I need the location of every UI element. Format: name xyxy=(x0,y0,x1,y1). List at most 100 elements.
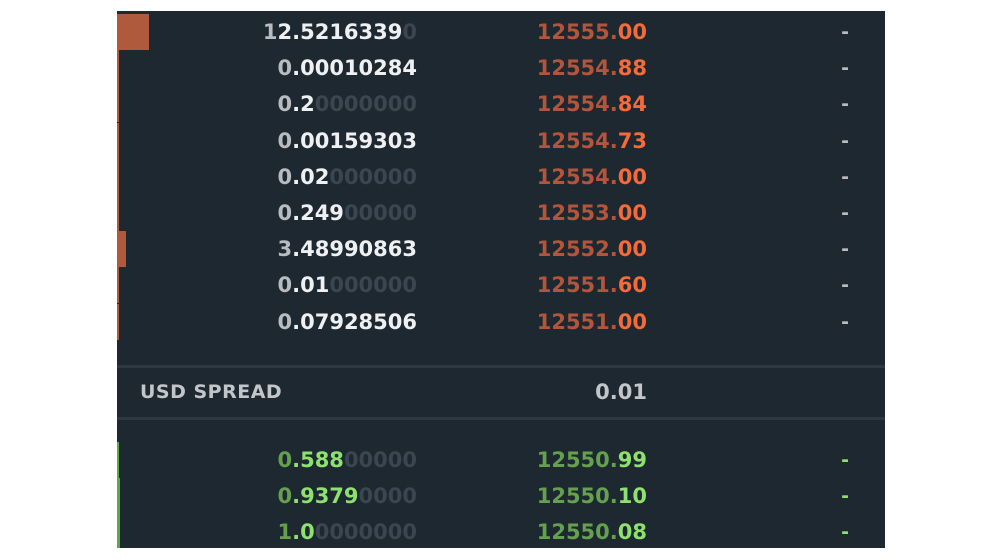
price-integer: 12551. xyxy=(536,273,618,298)
price-integer: 12552. xyxy=(536,237,618,262)
size-zero-pad: 0000000 xyxy=(314,92,417,117)
ask-price: 12551.00 xyxy=(537,304,647,340)
ask-row[interactable]: 0.00010284 12554.88 - xyxy=(117,50,885,87)
price-integer: 12554. xyxy=(536,164,618,189)
size-significant: .01 xyxy=(292,273,330,298)
bid-depth-bar xyxy=(117,478,120,514)
price-decimal: 00 xyxy=(617,20,647,44)
size-significant: .48990863 xyxy=(292,237,417,262)
bid-my-size: - xyxy=(841,485,849,507)
spread-row: USD SPREAD 0.01 xyxy=(117,365,885,420)
bid-row[interactable]: 0.58800000 12550.99 - xyxy=(117,442,885,478)
size-significant: .588 xyxy=(292,448,344,472)
price-decimal: 10 xyxy=(617,484,647,508)
bid-row[interactable]: 1.00000000 12550.08 - xyxy=(117,514,885,548)
bid-price: 12550.08 xyxy=(537,514,647,548)
price-integer: 12554. xyxy=(536,92,618,117)
size-lead-digit: 0 xyxy=(277,92,293,117)
ask-my-size: - xyxy=(841,165,849,188)
ask-my-size: - xyxy=(841,310,849,333)
price-integer: 12550. xyxy=(536,484,618,508)
ask-size: 0.01000000 xyxy=(278,267,418,303)
ask-my-size: - xyxy=(841,129,849,152)
ask-size: 3.48990863 xyxy=(278,231,418,267)
ask-size: 0.00159303 xyxy=(278,123,418,159)
size-significant: .07928506 xyxy=(292,309,417,334)
ask-my-size: - xyxy=(841,202,849,224)
ask-size: 0.20000000 xyxy=(277,86,417,122)
ask-row[interactable]: 0.20000000 12554.84 - xyxy=(117,86,885,123)
size-lead-digit: 0 xyxy=(277,484,293,508)
size-lead-digit: 0 xyxy=(277,164,293,189)
size-lead-digit: 1 xyxy=(277,520,293,544)
price-decimal: 00 xyxy=(617,237,647,262)
ask-depth-bar xyxy=(117,86,119,123)
ask-row[interactable]: 12.52163390 12555.00 - xyxy=(117,14,885,50)
ask-size: 0.02000000 xyxy=(278,159,418,195)
price-decimal: 99 xyxy=(617,448,647,472)
ask-depth-bar xyxy=(117,50,119,87)
ask-row[interactable]: 0.01000000 12551.60 - xyxy=(117,267,885,304)
size-zero-pad: 0 xyxy=(402,20,417,44)
price-integer: 12551. xyxy=(536,309,618,334)
size-significant: .9379 xyxy=(292,484,359,508)
bid-depth-bar xyxy=(117,514,120,548)
price-decimal: 00 xyxy=(617,309,647,334)
ask-row[interactable]: 0.00159303 12554.73 - xyxy=(117,122,885,159)
size-lead-digit: 0 xyxy=(277,201,293,225)
ask-price: 12555.00 xyxy=(537,14,647,50)
size-significant: 2.5216339 xyxy=(277,20,403,44)
price-integer: 12554. xyxy=(536,56,618,81)
spread-value: 0.01 xyxy=(595,380,647,404)
bid-depth-bar xyxy=(117,442,119,478)
price-integer: 12550. xyxy=(536,520,618,544)
size-lead-digit: 1 xyxy=(262,20,278,44)
price-decimal: 73 xyxy=(617,128,647,153)
ask-depth-bar xyxy=(117,122,119,159)
ask-price: 12554.84 xyxy=(537,86,647,122)
ask-price: 12554.88 xyxy=(537,50,647,86)
ask-row[interactable]: 3.48990863 12552.00 - xyxy=(117,231,885,268)
ask-depth-bar xyxy=(117,14,149,50)
size-zero-pad: 00000 xyxy=(343,448,417,472)
size-significant: .02 xyxy=(292,164,330,189)
size-lead-digit: 0 xyxy=(277,448,293,472)
ask-row[interactable]: 0.24900000 12553.00 - xyxy=(117,195,885,231)
ask-row[interactable]: 0.02000000 12554.00 - xyxy=(117,158,885,195)
price-decimal: 08 xyxy=(617,520,647,544)
size-lead-digit: 3 xyxy=(277,237,293,262)
ask-size: 0.07928506 xyxy=(278,304,418,340)
bid-size: 1.00000000 xyxy=(277,514,417,548)
bid-row[interactable]: 0.93790000 12550.10 - xyxy=(117,478,885,514)
size-zero-pad: 000000 xyxy=(329,273,417,298)
size-zero-pad: 0000000 xyxy=(314,520,417,544)
ask-depth-bar xyxy=(117,267,119,304)
ask-price: 12554.00 xyxy=(537,159,647,195)
size-significant: .2 xyxy=(292,92,315,117)
price-decimal: 60 xyxy=(617,273,647,298)
price-decimal: 00 xyxy=(617,164,647,189)
bid-size: 0.58800000 xyxy=(277,442,417,478)
price-integer: 12554. xyxy=(536,128,618,153)
ask-row[interactable]: 0.07928506 12551.00 - xyxy=(117,303,885,340)
ask-depth-bar xyxy=(117,303,119,340)
bid-size: 0.93790000 xyxy=(277,478,417,514)
ask-price: 12551.60 xyxy=(537,267,647,303)
bid-price: 12550.99 xyxy=(537,442,647,478)
size-zero-pad: 00000 xyxy=(343,201,417,225)
ask-my-size: - xyxy=(841,21,849,43)
bid-price: 12550.10 xyxy=(537,478,647,514)
ask-price: 12554.73 xyxy=(537,123,647,159)
size-lead-digit: 0 xyxy=(277,273,293,298)
price-integer: 12553. xyxy=(536,201,618,225)
ask-size: 12.52163390 xyxy=(263,14,417,50)
size-significant: .0 xyxy=(292,520,315,544)
ask-my-size: - xyxy=(841,57,849,80)
price-integer: 12555. xyxy=(536,20,618,44)
size-lead-digit: 0 xyxy=(277,56,293,81)
ask-size: 0.24900000 xyxy=(277,195,417,231)
size-zero-pad: 0000 xyxy=(358,484,417,508)
ask-depth-bar xyxy=(117,231,126,268)
order-book-panel: 12.52163390 12555.00-0.00010284 12554.88-0… xyxy=(117,11,885,548)
price-decimal: 00 xyxy=(617,201,647,225)
